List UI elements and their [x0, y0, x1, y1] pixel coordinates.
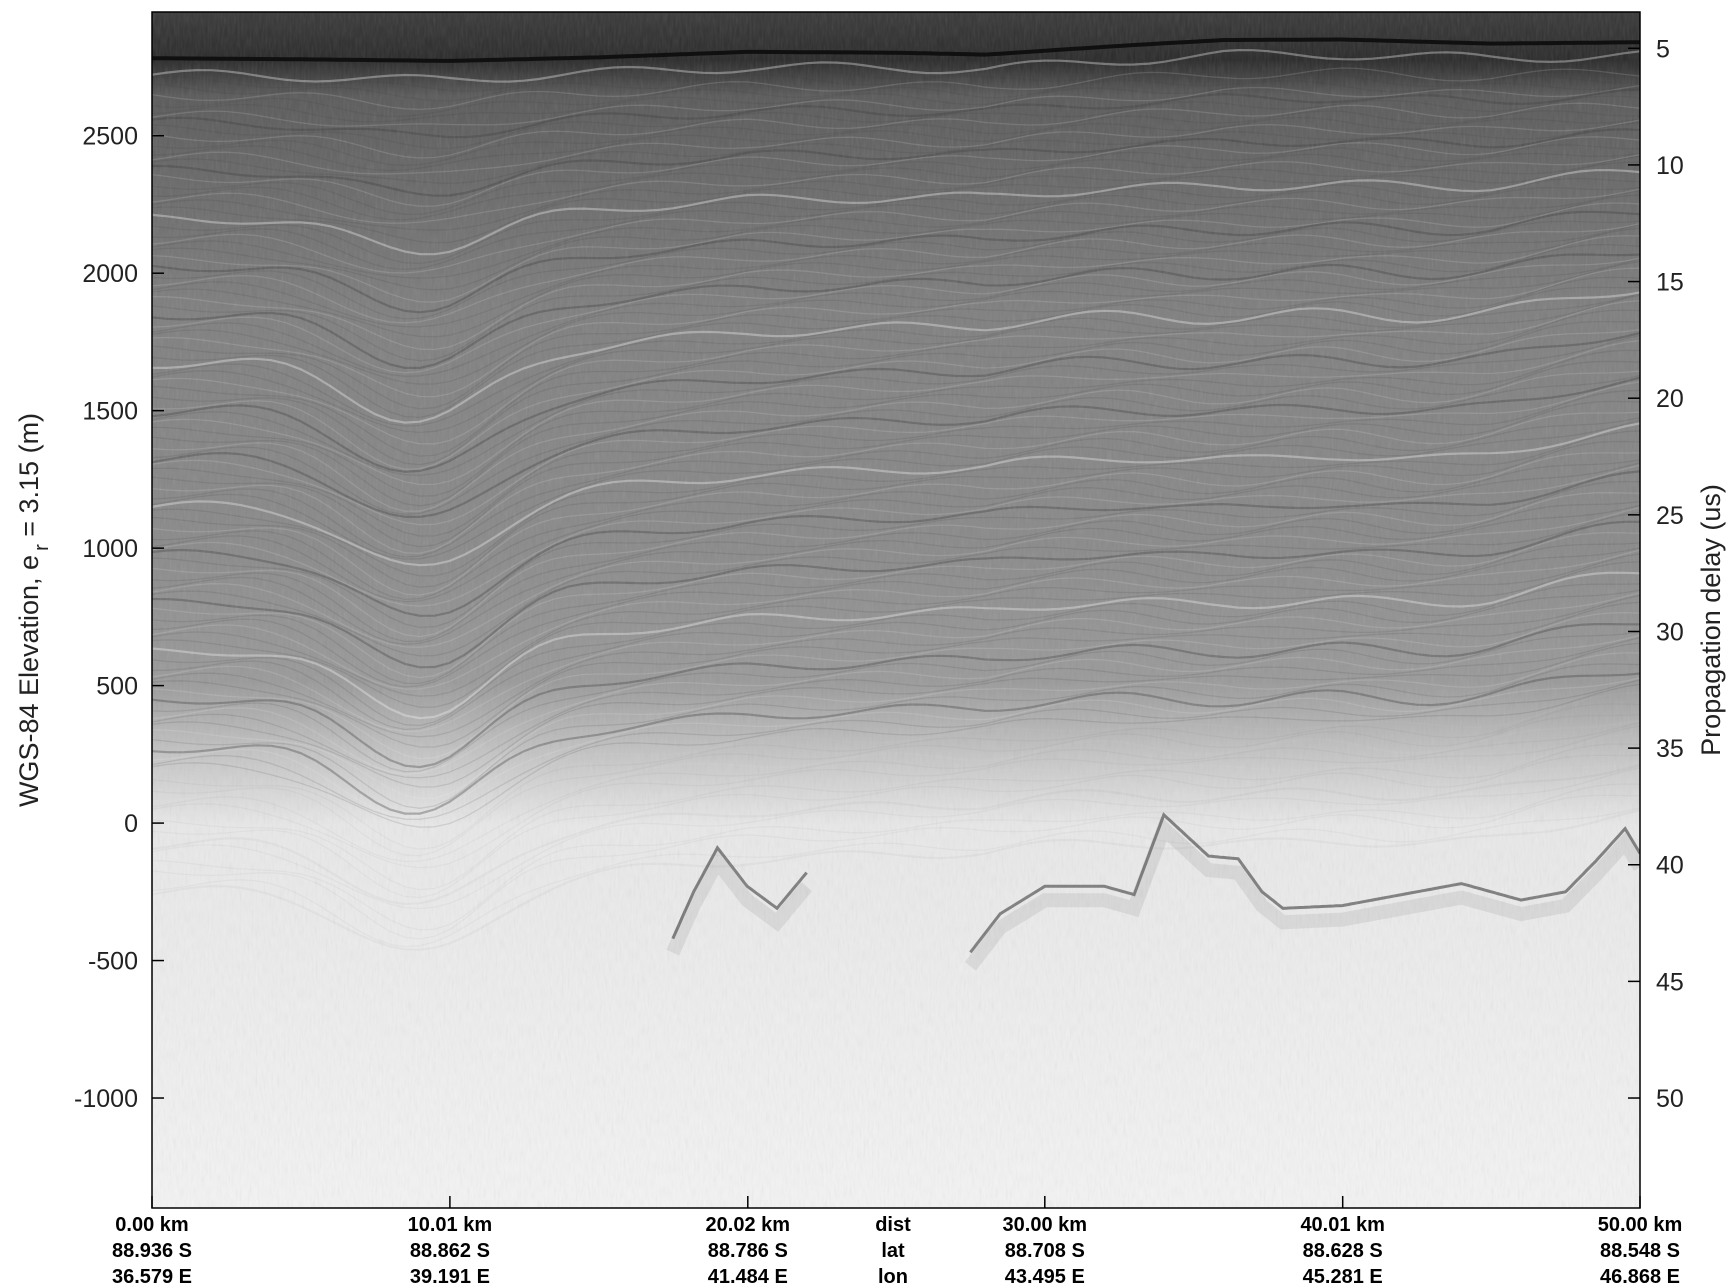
right-tick-label: 40 — [1656, 852, 1684, 880]
left-tick-label: -500 — [88, 948, 138, 976]
left-axis-title-subscript: r — [31, 544, 53, 551]
left-axis-title: WGS-84 Elevation, er = 3.15 (m) — [14, 413, 53, 807]
left-tick-label: 500 — [96, 673, 138, 701]
bottom-lat-label: 88.628 S — [1303, 1240, 1383, 1262]
bottom-dist-label: 50.00 km — [1598, 1214, 1683, 1236]
bottom-lat-label: 88.786 S — [708, 1240, 788, 1262]
left-tick-label: 1000 — [82, 535, 138, 563]
bottom-dist-label: 20.02 km — [706, 1214, 791, 1236]
bottom-lat-label: 88.708 S — [1005, 1240, 1085, 1262]
plot-frame — [151, 11, 1641, 1209]
bottom-row-name-dist: dist — [875, 1214, 911, 1236]
bottom-lon-label: 46.868 E — [1600, 1266, 1680, 1286]
right-tick-label: 5 — [1656, 35, 1670, 63]
left-tick-label: 0 — [124, 810, 138, 838]
bottom-dist-label: 30.00 km — [1003, 1214, 1088, 1236]
bottom-lon-label: 41.484 E — [708, 1266, 788, 1286]
bottom-lon-label: 36.579 E — [112, 1266, 192, 1286]
bottom-lat-label: 88.548 S — [1600, 1240, 1680, 1262]
bottom-dist-label: 40.01 km — [1300, 1214, 1385, 1236]
bottom-row-name-lat: lat — [881, 1240, 905, 1262]
bottom-lat-label: 88.862 S — [410, 1240, 490, 1262]
right-tick-label: 25 — [1656, 502, 1684, 530]
left-tick-label: -1000 — [74, 1085, 138, 1113]
right-tick-label: 35 — [1656, 735, 1684, 763]
bottom-row-name-lon: lon — [878, 1266, 908, 1286]
right-tick-label: 15 — [1656, 269, 1684, 297]
right-axis: 5 10 15 20 25 30 35 40 45 50 — [1628, 35, 1684, 1113]
left-tick-label: 1500 — [82, 398, 138, 426]
left-tick-label: 2000 — [82, 260, 138, 288]
bottom-lon-label: 39.191 E — [410, 1266, 490, 1286]
bottom-lon-label: 45.281 E — [1303, 1266, 1383, 1286]
right-axis-title: Propagation delay (us) — [1696, 484, 1726, 756]
right-tick-label: 45 — [1656, 968, 1684, 996]
bottom-lat-label: 88.936 S — [112, 1240, 192, 1262]
bottom-dist-label: 10.01 km — [408, 1214, 493, 1236]
ice-surface-echo — [152, 37, 1640, 63]
bottom-axis: 0.00 km 88.936 S 36.579 E 10.01 km 88.862 S 3… — [112, 1196, 1682, 1286]
right-tick-label: 50 — [1656, 1085, 1684, 1113]
right-tick-label: 20 — [1656, 385, 1684, 413]
left-tick-label: 2500 — [82, 123, 138, 151]
bottom-dist-label: 0.00 km — [115, 1214, 188, 1236]
left-axis: 2500 2000 1500 1000 500 0 -500 -1000 — [74, 123, 164, 1113]
right-tick-label: 10 — [1656, 152, 1684, 180]
bottom-lon-label: 43.495 E — [1005, 1266, 1085, 1286]
right-tick-label: 30 — [1656, 618, 1684, 646]
radargram-grain — [152, 12, 1640, 1208]
